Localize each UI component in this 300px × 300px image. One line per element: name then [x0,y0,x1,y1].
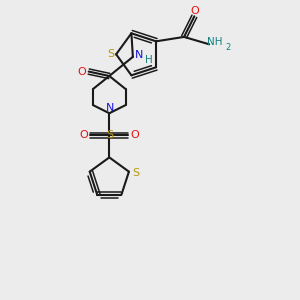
Text: 2: 2 [226,43,231,52]
Text: O: O [130,130,139,140]
Text: O: O [190,6,199,16]
Text: H: H [145,56,153,65]
Text: S: S [107,49,114,59]
Text: O: O [78,67,87,76]
Text: O: O [79,130,88,140]
Text: S: S [132,168,139,178]
Text: N: N [135,50,143,60]
Text: N: N [106,103,114,113]
Text: S: S [106,130,113,140]
Text: NH: NH [207,37,222,47]
